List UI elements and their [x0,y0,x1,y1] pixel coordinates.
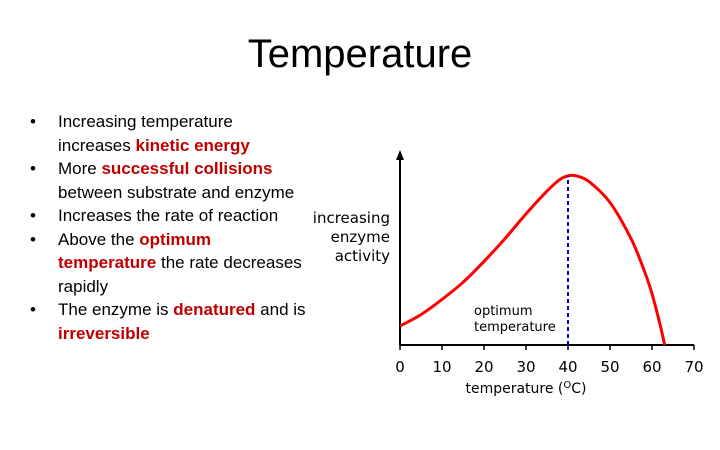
bullet-dot: • [30,206,36,225]
bullet-text: More [58,159,102,178]
bullet-dot: • [30,229,36,249]
y-axis-label-line: activity [335,247,390,265]
slide-title: Temperature [247,32,473,76]
y-axis-label-line: enzyme [331,228,390,246]
x-tick-label: 40 [558,358,577,376]
bullet-text: Increases the rate of reaction [58,206,279,225]
bullet-keyword: irreversible [58,323,150,343]
x-tick-label: 60 [642,358,661,376]
x-tick-label: 10 [432,358,451,376]
bullet-keyword: successful collisions [101,159,273,178]
optimum-label-line: temperature [474,320,556,335]
x-tick-label: 50 [600,358,619,376]
y-axis-label-line: increasing [313,209,390,227]
bullet-text: between substrate and enzyme [58,182,295,202]
x-tick-label: 70 [684,358,703,376]
x-axis-label: temperature (OC) [465,380,586,397]
enzyme-activity-chart: 0 10 20 30 40 50 60 70 temperature (OC) increasin… [313,150,704,397]
bullet-text: Above the [58,229,140,249]
bullet-dot: • [30,112,36,131]
bullet-item: • Increases the rate of reaction [30,204,310,228]
y-axis-arrow [396,150,404,160]
bullet-keyword: optimum temperature [58,229,212,273]
bullet-text: the rate decreases rapidly [58,253,302,296]
optimum-label-line: optimum [474,304,532,319]
bullet-dot: • [30,300,36,319]
bullet-list: • Increasing temperature increases kineti… [30,110,310,345]
bullet-keyword: denatured [173,300,256,319]
bullet-dot: • [30,159,36,178]
x-tick-label: 0 [395,358,405,376]
bullet-text: and is [255,300,306,319]
bullet-item: • The enzyme is denatured and is irrevers… [30,298,310,345]
x-axis-label-text: temperature ( [465,381,563,397]
bullet-item: • Increasing temperature increases kineti… [30,110,310,157]
bullet-item: • More successful collisions between subs… [30,157,310,204]
x-tick-label: 20 [474,358,493,376]
x-tick-label: 30 [516,358,535,376]
x-axis-label-sup: O [563,380,571,391]
bullet-text: Increasing temperature increases [58,112,233,155]
enzyme-activity-curve [399,173,667,346]
bullet-item: • Above the optimum temperature the rate … [30,228,310,299]
bullet-keyword: kinetic energy [135,135,250,155]
bullet-text: The enzyme is [58,300,174,319]
x-axis-label-unit: C) [571,381,586,397]
